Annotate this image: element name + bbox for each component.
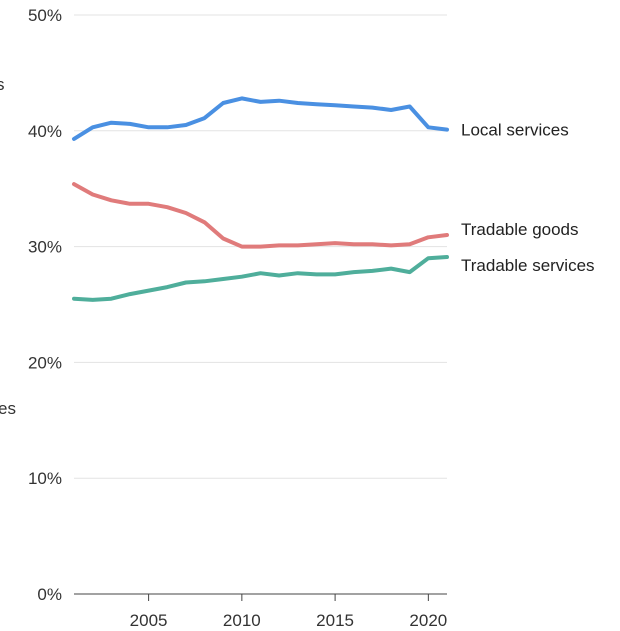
series-labels: Local services Tradable goods Tradable ser…	[461, 121, 595, 275]
series-label-local-services: Local services	[461, 121, 569, 140]
cropped-annotation-bottom: es	[0, 399, 16, 418]
series-line-tradable-goods	[72, 182, 449, 249]
series-label-tradable-goods: Tradable goods	[461, 220, 579, 239]
y-tick-label: 50%	[28, 6, 62, 25]
series-label-tradable-services: Tradable services	[461, 256, 595, 275]
y-tick-label: 40%	[28, 122, 62, 141]
series-line-local-services	[72, 96, 449, 141]
y-tick-label: 0%	[37, 585, 62, 604]
series-line-tradable-services	[72, 255, 449, 302]
x-tick-label: 2005	[130, 611, 168, 630]
y-tick-label: 30%	[28, 238, 62, 257]
x-tick-label: 2020	[409, 611, 447, 630]
cropped-annotation-top: s	[0, 75, 5, 94]
axes: 0% 10% 20% 30% 40% 50% 2005 2010 2015 2020	[28, 6, 447, 630]
x-tick-label: 2015	[316, 611, 354, 630]
y-tick-label: 10%	[28, 469, 62, 488]
x-tick-label: 2010	[223, 611, 261, 630]
y-tick-label: 20%	[28, 353, 62, 372]
series-lines	[72, 96, 449, 302]
